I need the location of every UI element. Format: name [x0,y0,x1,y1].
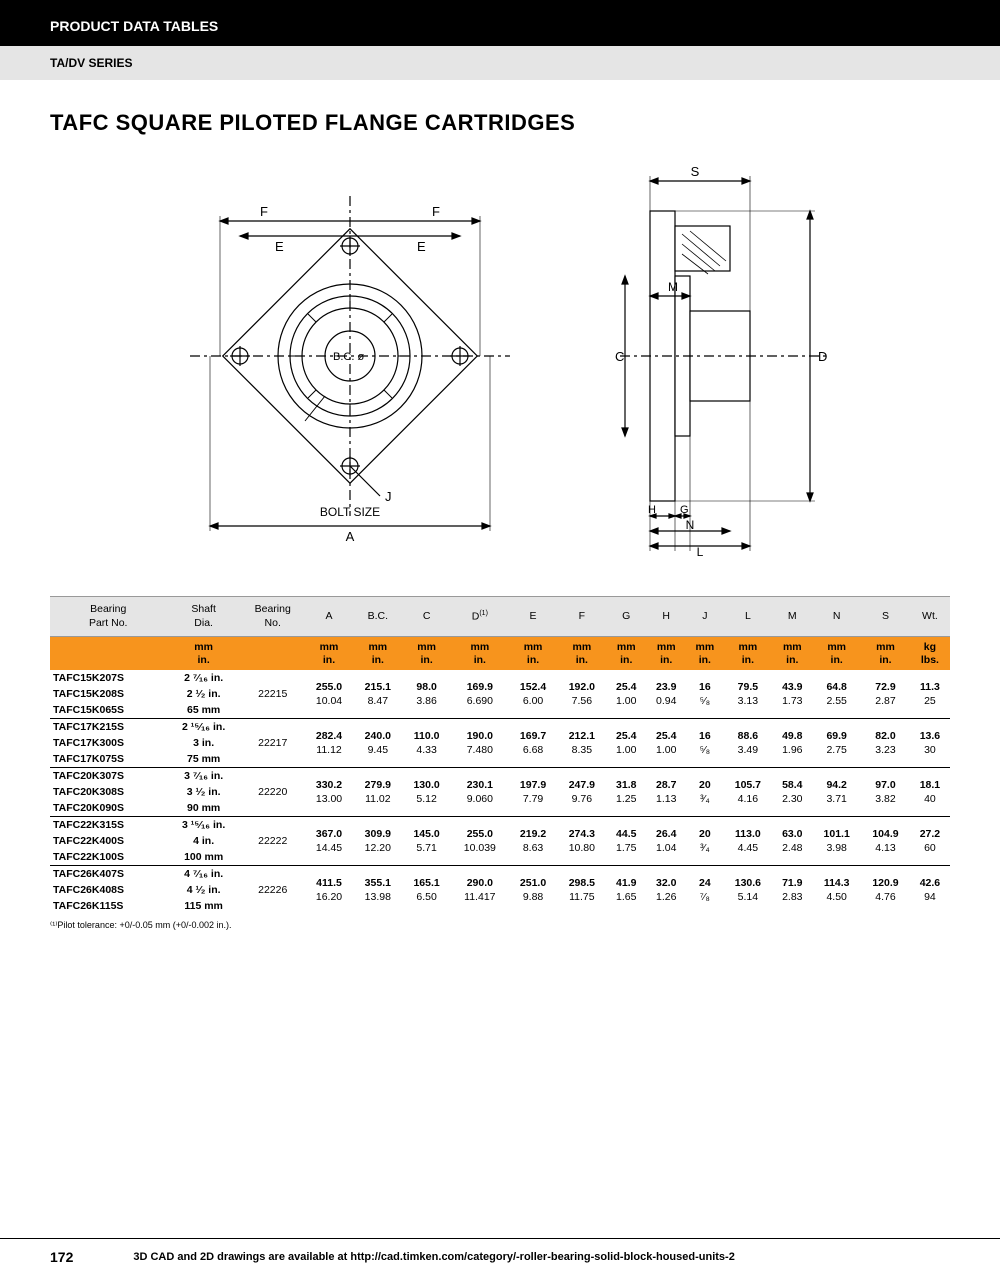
units-header: mmin. [353,637,402,671]
svg-text:S: S [691,164,700,179]
column-header: H [646,597,686,637]
page-number: 172 [50,1249,73,1265]
svg-text:BOLT SIZE: BOLT SIZE [320,505,380,519]
units-header: mmin. [166,637,240,671]
svg-text:N: N [686,518,695,532]
svg-text:A: A [346,529,355,544]
column-header: F [557,597,606,637]
column-header: L [724,597,773,637]
units-header: mmin. [509,637,558,671]
table-row: TAFC26K407S4 ⁷⁄₁₆ in.22226411.516.20355.… [50,866,950,883]
page-title: TAFC SQUARE PILOTED FLANGE CARTRIDGES [50,110,950,136]
technical-diagram: F E F E B.C. ø J BOLT SIZE A [50,156,950,556]
column-header: BearingNo. [241,597,305,637]
front-view-diagram: F E F E B.C. ø J BOLT SIZE A [150,156,550,556]
units-header: mmin. [724,637,773,671]
footer-text: 3D CAD and 2D drawings are available at … [133,1251,734,1263]
svg-text:F: F [432,204,440,219]
footnote: ⁽¹⁾Pilot tolerance: +0/-0.05 mm (+0/-0.0… [50,920,950,931]
column-header: N [812,597,861,637]
table-row: TAFC17K215S2 ¹⁵⁄₁₆ in.22217282.411.12240… [50,719,950,736]
column-header: Wt. [910,597,950,637]
svg-text:H: H [648,504,656,516]
svg-text:B.C. ø: B.C. ø [333,351,364,363]
column-header: B.C. [353,597,402,637]
svg-text:C: C [615,349,624,364]
svg-text:M: M [668,280,678,294]
column-header: C [402,597,451,637]
table-row: TAFC15K207S2 ⁷⁄₁₆ in.22215255.010.04215.… [50,670,950,686]
units-header: mmin. [646,637,686,671]
units-header [50,637,166,671]
units-header: mmin. [305,637,354,671]
column-header: A [305,597,354,637]
side-view-diagram: S C D M H G N L [590,156,850,556]
units-header: mmin. [451,637,509,671]
svg-text:E: E [275,239,284,254]
units-header: mmin. [402,637,451,671]
column-header: M [772,597,812,637]
units-header: mmin. [772,637,812,671]
column-header: E [509,597,558,637]
column-header: S [861,597,910,637]
units-header: mmin. [557,637,606,671]
column-header: ShaftDia. [166,597,240,637]
units-header: kglbs. [910,637,950,671]
svg-text:J: J [385,489,392,504]
units-header [241,637,305,671]
svg-text:L: L [697,545,704,556]
units-header: mmin. [606,637,646,671]
units-header: mmin. [686,637,723,671]
series-bar: TA/DV SERIES [0,46,1000,80]
column-header: D(1) [451,597,509,637]
data-table: BearingPart No.ShaftDia.BearingNo.AB.C.C… [50,596,950,914]
header-bar: PRODUCT DATA TABLES [0,0,1000,46]
column-header: J [686,597,723,637]
svg-text:F: F [260,204,268,219]
svg-text:D: D [818,349,827,364]
units-header: mmin. [812,637,861,671]
svg-text:E: E [417,239,426,254]
table-row: TAFC22K315S3 ¹⁵⁄₁₆ in.22222367.014.45309… [50,817,950,834]
units-header: mmin. [861,637,910,671]
column-header: G [606,597,646,637]
svg-text:G: G [680,504,689,516]
column-header: BearingPart No. [50,597,166,637]
page-footer: 172 3D CAD and 2D drawings are available… [0,1238,1000,1265]
table-row: TAFC20K307S3 ⁷⁄₁₆ in.22220330.213.00279.… [50,768,950,785]
